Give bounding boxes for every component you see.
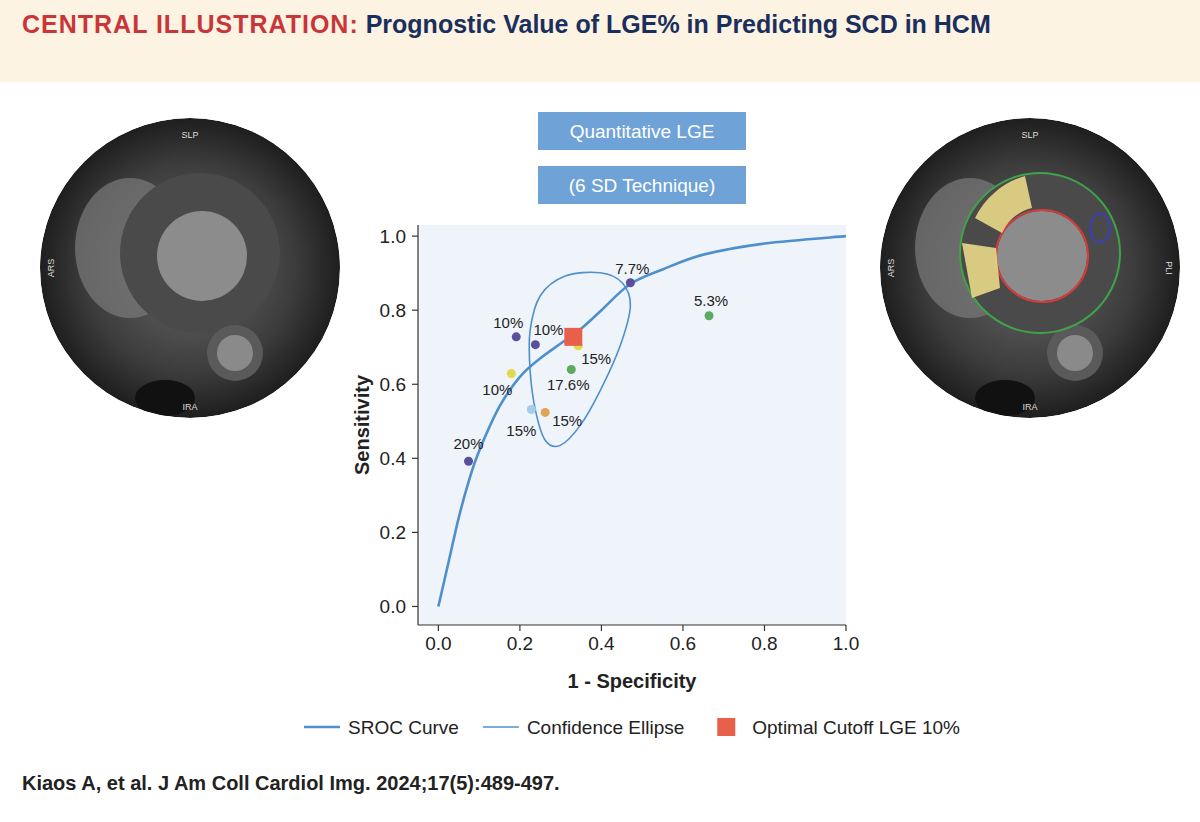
study-point xyxy=(626,278,635,287)
y-tick xyxy=(412,310,418,311)
mri-background xyxy=(40,118,340,418)
x-tick xyxy=(764,625,765,631)
legend-text: Optimal Cutoff LGE 10% xyxy=(752,717,960,738)
mri-image: SLP ARS IRA PLI xyxy=(880,118,1180,418)
x-tick-label: 0.8 xyxy=(751,633,777,654)
x-tick xyxy=(601,625,602,631)
endocardial-contour xyxy=(996,210,1088,302)
badge xyxy=(538,112,746,150)
x-tick-label: 0.6 xyxy=(670,633,696,654)
optimal-cutoff-marker xyxy=(564,328,582,346)
mri-image: SLP ARS IRA xyxy=(40,118,340,418)
descending-aorta xyxy=(1047,325,1103,381)
title-text: Prognostic Value of LGE% in Predicting S… xyxy=(366,10,991,38)
aorta-lumen xyxy=(217,335,253,371)
orientation-label: IRA xyxy=(1022,402,1037,412)
labels: 7.7% 5.3% 10% 10% 15% 17.6% 10% 15% 15% 20% xyxy=(454,260,729,452)
point-label: 7.7% xyxy=(615,260,649,277)
x-tick xyxy=(519,625,520,631)
series-line xyxy=(438,236,846,606)
canvas: SLP ARS IRA SLP ARS IRA PLI Quantitative LGE (6 … xyxy=(0,0,1200,822)
point-label: 10% xyxy=(493,314,523,331)
y-tick-label: 0.4 xyxy=(380,448,407,469)
y-axis-label: Sensitivity xyxy=(351,374,373,475)
orientation-label: IRA xyxy=(182,402,197,412)
x-tick xyxy=(845,625,846,631)
x-tick xyxy=(438,625,439,631)
x-axis-label: 1 - Specificity xyxy=(568,670,698,692)
legend-text: Confidence Ellipse xyxy=(527,717,684,738)
study-point xyxy=(541,408,550,417)
mri-content xyxy=(40,118,340,418)
lge-area xyxy=(962,243,1000,298)
plot-background xyxy=(418,225,846,625)
y-tick-label: 0.8 xyxy=(380,300,406,321)
legend-item: Optimal Cutoff LGE 10% xyxy=(717,717,960,738)
legend-swatch xyxy=(717,718,735,736)
orientation-label: ARS xyxy=(46,259,56,278)
myocardium xyxy=(120,173,280,333)
citation: Kiaos A, et al. J Am Coll Cardiol Img. 2… xyxy=(22,772,560,795)
y-tick xyxy=(412,606,418,607)
x-axis-line xyxy=(418,624,846,625)
study-point xyxy=(527,405,536,414)
marks xyxy=(438,236,846,606)
x-tick-label: 0.2 xyxy=(507,633,533,654)
epicardial-contour xyxy=(960,173,1120,333)
y-tick-label: 0.2 xyxy=(380,522,406,543)
legend-text: SROC Curve xyxy=(348,717,459,738)
page: {"header": {"label": "CENTRAL ILLUSTRATI… xyxy=(0,0,1200,822)
badge xyxy=(538,166,746,204)
point-label: 17.6% xyxy=(547,376,590,393)
y-tick-label: 0.0 xyxy=(380,596,406,617)
y-tick xyxy=(412,384,418,385)
lv-cavity xyxy=(997,211,1087,301)
title: CENTRAL ILLUSTRATION: Prognostic Value o… xyxy=(22,8,1102,41)
x-tick xyxy=(682,625,683,631)
y-tick xyxy=(412,532,418,533)
y-tick-label: 1.0 xyxy=(380,226,406,247)
y-tick xyxy=(412,236,418,237)
point-label: 20% xyxy=(454,435,484,452)
title-label: CENTRAL ILLUSTRATION: xyxy=(22,10,359,38)
myocardium xyxy=(960,173,1120,333)
y-tick-label: 0.6 xyxy=(380,374,406,395)
legend-item: SROC Curve xyxy=(304,717,459,738)
legend: SROC Curve Confidence Ellipse Optimal Cuto… xyxy=(304,717,960,738)
legend-item: Confidence Ellipse xyxy=(483,717,684,738)
study-point xyxy=(531,340,540,349)
series-line xyxy=(529,272,630,446)
orientation-label: SLP xyxy=(181,130,198,140)
point-label: 15% xyxy=(581,350,611,367)
study-point xyxy=(507,369,516,378)
point-label: 15% xyxy=(552,412,582,429)
point-label: 5.3% xyxy=(694,292,728,309)
legend-swatch xyxy=(483,726,519,728)
orientation-label: PLI xyxy=(1164,261,1174,275)
study-point xyxy=(567,365,576,374)
legend-swatch xyxy=(304,726,340,729)
badge-text: (6 SD Technique) xyxy=(569,175,715,196)
point-label: 10% xyxy=(533,321,563,338)
y-tick xyxy=(412,458,418,459)
descending-aorta xyxy=(207,325,263,381)
aorta-lumen xyxy=(1057,335,1093,371)
orientation-label: SLP xyxy=(1021,130,1038,140)
orientation-label: ARS xyxy=(886,259,896,278)
study-point xyxy=(464,457,473,466)
study-point xyxy=(512,332,521,341)
lv-cavity xyxy=(157,211,247,301)
point-label: 10% xyxy=(482,381,512,398)
lge-area xyxy=(975,176,1032,233)
badge-text: Quantitative LGE xyxy=(570,121,715,142)
y-axis-line xyxy=(417,225,418,625)
mri-content xyxy=(880,118,1180,418)
x-tick-label: 0.4 xyxy=(588,633,615,654)
x-tick-label: 0.0 xyxy=(425,633,451,654)
study-point xyxy=(705,311,714,320)
roi-contour xyxy=(1090,214,1110,242)
point-label: 15% xyxy=(506,422,536,439)
mri-background xyxy=(880,118,1180,418)
x-tick-label: 1.0 xyxy=(833,633,859,654)
